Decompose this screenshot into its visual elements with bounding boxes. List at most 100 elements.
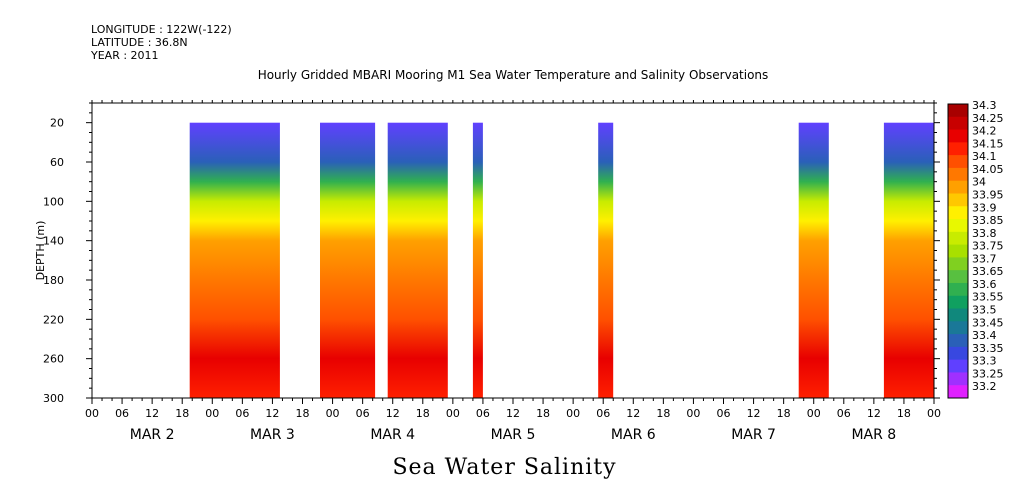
x-day-label: MAR 2 (130, 427, 175, 443)
footer-title: Sea Water Salinity (392, 455, 617, 480)
year-label: YEAR : 2011 (91, 49, 159, 62)
latitude-label: LATITUDE : 36.8N (91, 36, 188, 49)
data-segment (189, 122, 280, 398)
y-axis-label: DEPTH (m) (34, 221, 47, 281)
colorbar-swatch (948, 116, 968, 131)
data-segment (598, 122, 614, 398)
x-day-label: MAR 8 (851, 427, 896, 443)
x-hour-tick-label: 18 (416, 407, 430, 420)
x-hour-tick-label: 12 (867, 407, 881, 420)
colorbar-label: 34.2 (972, 125, 997, 138)
colorbar-swatch (948, 193, 968, 207)
colorbar-swatch (948, 231, 968, 246)
x-hour-tick-label: 12 (747, 407, 761, 420)
colorbar-label: 33.7 (972, 252, 997, 265)
x-hour-tick-label: 06 (476, 407, 490, 420)
data-segment (798, 122, 829, 398)
colorbar-label: 34.25 (972, 112, 1004, 125)
x-hour-tick-label: 06 (115, 407, 129, 420)
x-hour-tick-label: 18 (897, 407, 911, 420)
chart-title: Hourly Gridded MBARI Mooring M1 Sea Wate… (257, 68, 769, 82)
y-tick-label: 300 (43, 392, 64, 405)
colorbar-swatch (948, 295, 968, 310)
colorbar-swatch (948, 372, 968, 386)
x-day-label: MAR 4 (370, 427, 415, 443)
colorbar-label: 33.2 (972, 380, 997, 393)
colorbar-label: 33.8 (972, 227, 997, 240)
colorbar-swatch (948, 104, 968, 118)
colorbar-swatch (948, 308, 968, 322)
colorbar-label: 34.1 (972, 150, 997, 163)
colorbar-label: 33.5 (972, 304, 997, 317)
colorbar-label: 34.3 (972, 99, 997, 112)
x-hour-tick-label: 00 (686, 407, 700, 420)
y-tick-label: 220 (43, 313, 64, 326)
colorbar-frame (947, 103, 969, 399)
x-hour-tick-label: 06 (356, 407, 370, 420)
x-day-label: MAR 7 (731, 427, 776, 443)
colorbar-label: 33.4 (972, 329, 997, 342)
colorbar-label: 33.55 (972, 291, 1004, 304)
x-hour-tick-label: 12 (506, 407, 520, 420)
data-segments (189, 122, 934, 398)
colorbar-swatch (948, 270, 968, 284)
x-hour-tick-label: 18 (536, 407, 550, 420)
x-hour-tick-label: 00 (205, 407, 219, 420)
data-segment (883, 122, 934, 398)
colorbar-swatch (948, 129, 968, 143)
y-tick-label: 100 (43, 195, 64, 208)
x-hour-tick-label: 12 (386, 407, 400, 420)
colorbar-label: 33.85 (972, 214, 1004, 227)
colorbar-swatch (948, 142, 968, 156)
colorbar-swatch (948, 334, 968, 348)
colorbar-label: 33.35 (972, 342, 1004, 355)
colorbar-swatch (948, 385, 968, 399)
x-hour-tick-label: 18 (777, 407, 791, 420)
x-hour-tick-label: 00 (85, 407, 99, 420)
x-hour-tick-label: 00 (927, 407, 941, 420)
colorbar-swatch (948, 155, 968, 169)
colorbar-label: 34.15 (972, 137, 1004, 150)
colorbar-label: 33.95 (972, 189, 1004, 202)
colorbar-swatch (948, 282, 968, 297)
colorbar-swatch (948, 219, 968, 233)
x-day-label: MAR 3 (250, 427, 295, 443)
colorbar-swatch (948, 206, 968, 220)
x-hour-tick-label: 00 (807, 407, 821, 420)
colorbar-label: 33.3 (972, 355, 997, 368)
x-hour-tick-label: 18 (296, 407, 310, 420)
data-segment (472, 122, 483, 398)
colorbar-label: 33.75 (972, 240, 1004, 253)
x-hour-tick-label: 00 (326, 407, 340, 420)
x-hour-tick-label: 18 (656, 407, 670, 420)
colorbar-swatch (948, 346, 968, 361)
data-segment (320, 122, 376, 398)
data-segment (387, 122, 448, 398)
x-hour-tick-label: 06 (837, 407, 851, 420)
colorbar-swatch (948, 167, 968, 182)
x-hour-tick-label: 18 (175, 407, 189, 420)
colorbar-swatch (948, 359, 968, 373)
axis-ticks: 00 06 12 18 00 06 12 18 00 06 12 18 00 06 12 18 00 06 12 18… (43, 100, 941, 443)
y-tick-label: 180 (43, 274, 64, 287)
x-day-label: MAR 5 (491, 427, 536, 443)
y-tick-label: 260 (43, 353, 64, 366)
x-day-label: MAR 6 (611, 427, 656, 443)
y-tick-label: 60 (50, 156, 64, 169)
longitude-label: LONGITUDE : 122W(-122) (91, 23, 232, 36)
x-hour-tick-label: 06 (596, 407, 610, 420)
x-hour-tick-label: 06 (235, 407, 249, 420)
colorbar-swatch (948, 244, 968, 258)
y-tick-label: 20 (50, 117, 64, 130)
colorbar-swatch (948, 257, 968, 271)
x-hour-tick-label: 00 (446, 407, 460, 420)
colorbar-label: 34.05 (972, 163, 1004, 176)
colorbar-label: 33.25 (972, 367, 1004, 380)
colorbar: 34.334.2534.234.1534.134.053433.9533.933… (947, 99, 1004, 399)
x-hour-tick-label: 12 (145, 407, 159, 420)
y-tick-label: 140 (43, 235, 64, 248)
colorbar-swatch (948, 180, 968, 194)
x-hour-tick-label: 12 (265, 407, 279, 420)
